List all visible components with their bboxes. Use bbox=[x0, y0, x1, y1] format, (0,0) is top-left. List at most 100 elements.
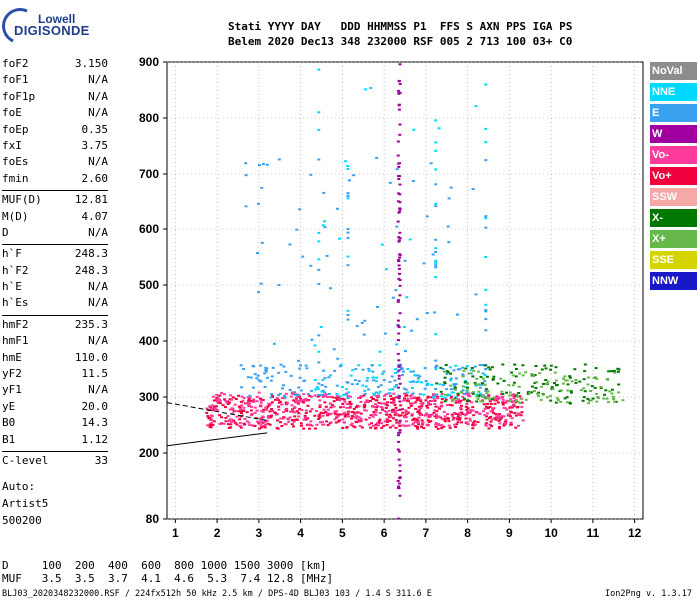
data-point bbox=[357, 405, 361, 408]
data-point bbox=[327, 408, 330, 411]
data-point bbox=[437, 424, 441, 427]
param-row: foF1 N/A bbox=[2, 73, 108, 89]
data-point bbox=[498, 422, 502, 425]
data-point bbox=[320, 393, 324, 396]
data-point bbox=[295, 228, 299, 231]
data-point bbox=[251, 424, 254, 427]
data-point bbox=[518, 395, 522, 398]
data-point bbox=[487, 396, 491, 399]
data-point bbox=[417, 409, 421, 412]
data-point bbox=[397, 89, 400, 92]
data-point bbox=[447, 424, 451, 427]
data-point bbox=[404, 411, 408, 414]
data-point bbox=[404, 394, 408, 397]
data-point bbox=[398, 419, 402, 422]
data-point bbox=[412, 370, 415, 373]
param-label: foF2 bbox=[2, 57, 29, 70]
data-point bbox=[512, 381, 516, 384]
data-point bbox=[395, 225, 399, 228]
data-point bbox=[454, 395, 458, 398]
data-point bbox=[374, 413, 378, 416]
data-point bbox=[257, 164, 261, 166]
data-point bbox=[425, 312, 429, 314]
data-point bbox=[324, 410, 328, 413]
data-point bbox=[497, 419, 501, 422]
data-point bbox=[211, 404, 215, 407]
x-tick-label: 9 bbox=[506, 526, 513, 540]
data-point bbox=[413, 374, 417, 377]
data-point bbox=[485, 412, 489, 415]
data-point bbox=[610, 370, 614, 373]
data-point bbox=[300, 409, 304, 411]
data-point bbox=[492, 412, 496, 415]
param-row: M(D) 4.07 bbox=[2, 210, 108, 226]
data-point bbox=[435, 365, 439, 368]
data-point bbox=[288, 389, 292, 391]
data-point bbox=[363, 409, 367, 412]
data-point bbox=[430, 399, 434, 402]
data-point bbox=[384, 411, 388, 414]
data-point bbox=[447, 241, 451, 244]
data-point bbox=[425, 215, 429, 218]
data-point bbox=[364, 409, 368, 412]
data-point bbox=[230, 420, 233, 423]
data-point bbox=[453, 384, 457, 387]
data-point bbox=[281, 417, 285, 420]
data-point bbox=[263, 421, 267, 424]
data-point bbox=[227, 419, 231, 422]
data-point bbox=[317, 418, 321, 420]
data-point bbox=[210, 422, 214, 424]
data-point bbox=[502, 424, 506, 427]
data-point bbox=[419, 414, 422, 416]
data-point bbox=[231, 396, 235, 399]
data-point bbox=[450, 404, 454, 407]
x-tick-label: 1 bbox=[172, 526, 179, 540]
legend-item: Vo- bbox=[650, 146, 697, 164]
data-point bbox=[554, 401, 558, 404]
data-point bbox=[259, 420, 263, 423]
data-point bbox=[453, 397, 457, 400]
data-point bbox=[349, 374, 353, 377]
param-row: D N/A bbox=[2, 226, 108, 242]
data-point bbox=[436, 397, 440, 400]
data-point bbox=[509, 398, 513, 401]
data-point bbox=[375, 376, 379, 379]
data-point bbox=[378, 390, 382, 393]
data-point bbox=[549, 368, 553, 371]
data-point bbox=[506, 413, 510, 416]
data-point bbox=[485, 418, 489, 421]
param-label: hmF2 bbox=[2, 317, 29, 331]
data-point bbox=[459, 404, 463, 407]
data-point bbox=[346, 413, 350, 415]
distance-row: D 100 200 400 600 800 1000 1500 3000 [km… bbox=[2, 559, 327, 572]
param-separator bbox=[2, 244, 108, 246]
data-point bbox=[483, 407, 487, 410]
data-point bbox=[376, 396, 380, 399]
data-point bbox=[288, 416, 292, 419]
data-point bbox=[324, 393, 328, 396]
data-point bbox=[443, 396, 447, 399]
data-point bbox=[357, 380, 361, 382]
data-point bbox=[238, 421, 242, 424]
data-point bbox=[353, 426, 357, 429]
data-point bbox=[257, 379, 261, 382]
data-point bbox=[296, 402, 300, 405]
param-value: 0.35 bbox=[81, 122, 109, 136]
data-point bbox=[373, 403, 377, 406]
data-point bbox=[268, 410, 272, 413]
data-point bbox=[395, 413, 399, 416]
data-point bbox=[396, 480, 400, 482]
data-point bbox=[451, 391, 455, 394]
data-point bbox=[485, 375, 489, 378]
data-point bbox=[495, 415, 499, 418]
data-point bbox=[318, 406, 322, 408]
data-point bbox=[249, 399, 253, 402]
data-point bbox=[398, 254, 402, 257]
data-point bbox=[362, 333, 366, 336]
data-point bbox=[590, 385, 594, 388]
data-point bbox=[315, 386, 319, 389]
param-value: 20.0 bbox=[81, 399, 109, 413]
data-point bbox=[341, 413, 345, 416]
data-point bbox=[411, 392, 415, 395]
data-point bbox=[320, 384, 324, 387]
